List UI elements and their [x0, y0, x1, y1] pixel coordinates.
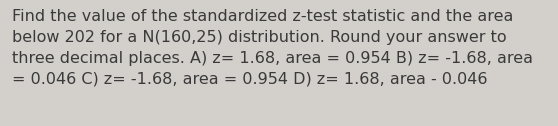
Text: Find the value of the standardized z-test statistic and the area
below 202 for a: Find the value of the standardized z-tes…: [12, 9, 533, 87]
